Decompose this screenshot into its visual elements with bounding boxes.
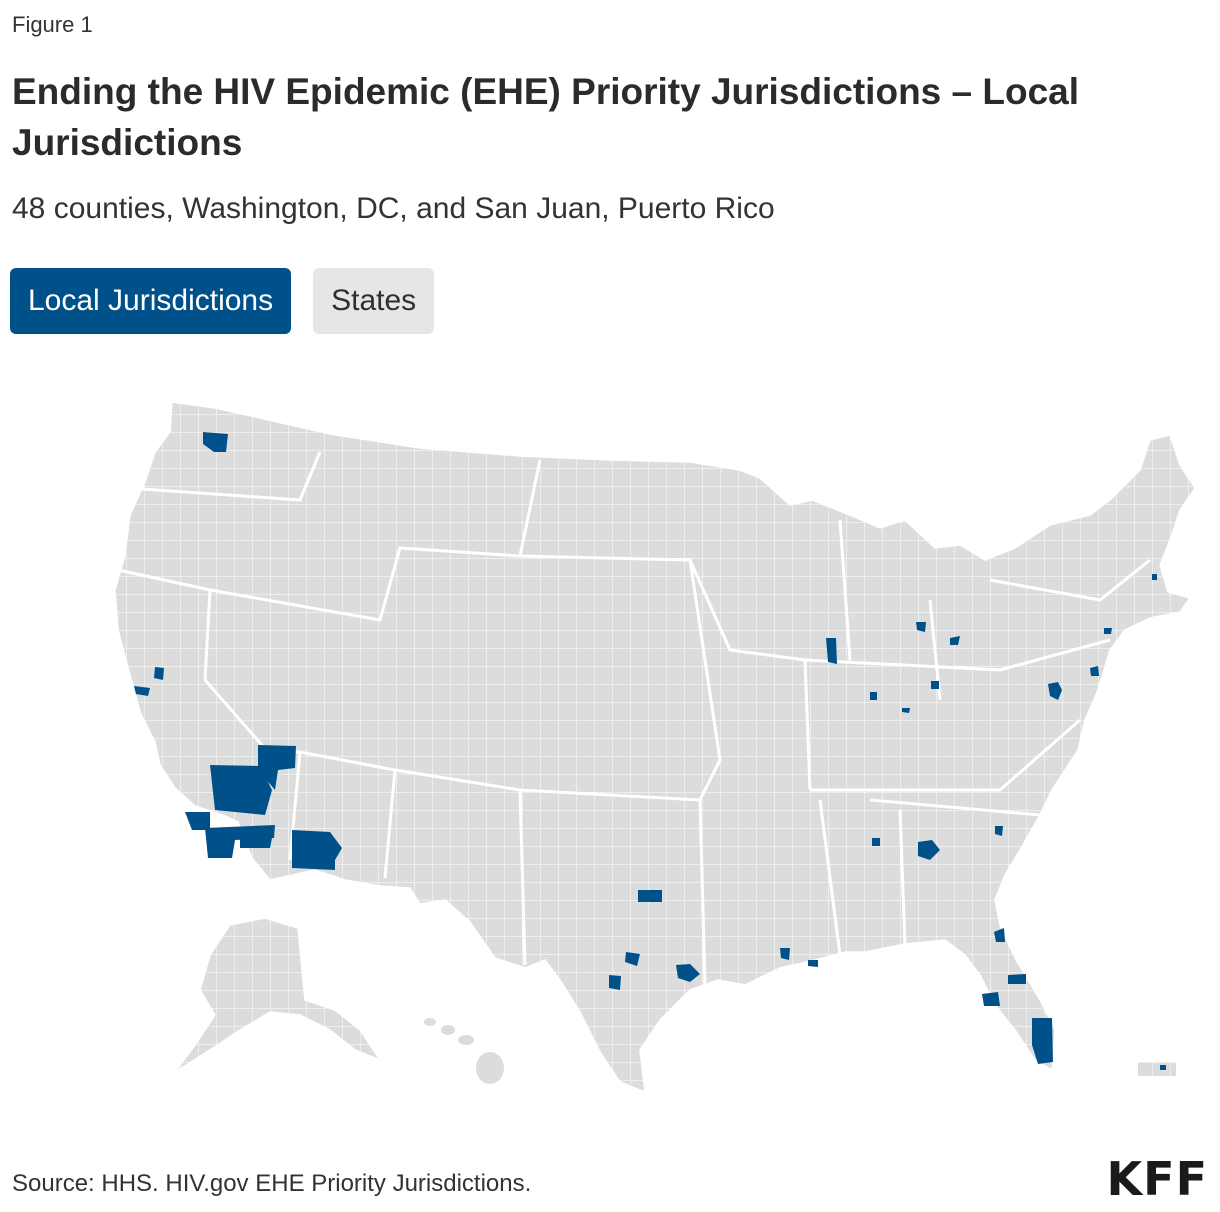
source-note: Source: HHS. HIV.gov EHE Priority Jurisd… <box>12 1170 532 1197</box>
puerto-rico-shape <box>1138 1062 1176 1076</box>
hawaii-shape <box>424 1018 504 1084</box>
subtitle: 48 counties, Washington, DC, and San Jua… <box>12 192 775 225</box>
view-tabs: Local Jurisdictions States <box>10 268 435 334</box>
ehe-jurisdictions <box>134 432 1166 1070</box>
alaska-shape <box>174 917 382 1073</box>
tab-states[interactable]: States <box>313 268 435 334</box>
figure-label: Figure 1 <box>12 12 93 37</box>
kff-logo: KFF <box>1106 1152 1208 1206</box>
page-title: Ending the HIV Epidemic (EHE) Priority J… <box>12 71 1080 163</box>
us-county-map <box>114 401 1196 1094</box>
tab-local-jurisdictions[interactable]: Local Jurisdictions <box>10 268 292 334</box>
contiguous-us-shape <box>114 401 1196 1094</box>
state-borders <box>117 451 1151 986</box>
